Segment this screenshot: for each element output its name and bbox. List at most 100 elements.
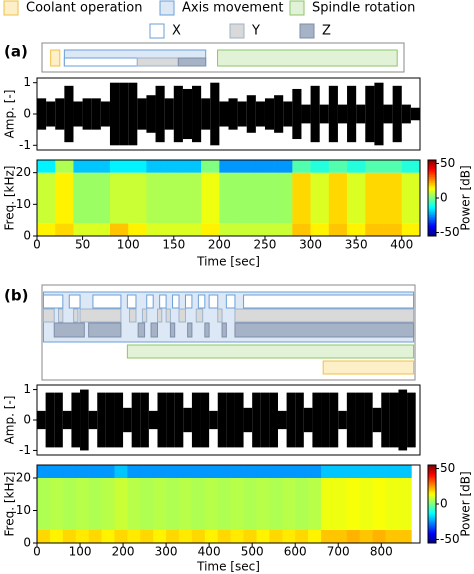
colorbar-step — [428, 234, 436, 237]
colorbar-step — [428, 486, 436, 489]
amplitude-envelope — [321, 392, 330, 448]
timeline-interval — [197, 294, 206, 309]
spectrogram-cell — [88, 530, 102, 543]
timeline-interval — [68, 294, 81, 309]
colorbar-label: Power [dB] — [459, 471, 473, 536]
x-tick-label: 100 — [69, 545, 92, 559]
amplitude-envelope — [389, 392, 399, 448]
timeline-interval — [42, 308, 55, 323]
spectrogram-cell — [365, 172, 384, 224]
colorbar-step — [428, 523, 436, 526]
spectrogram-cell — [237, 160, 257, 173]
colorbar-tick-label: 50 — [440, 156, 455, 170]
spectrogram-cell — [128, 223, 147, 236]
amplitude-envelope — [381, 392, 390, 448]
x-tick-label: 400 — [198, 545, 221, 559]
amplitude-envelope — [237, 101, 247, 127]
spectrogram-cell — [109, 172, 129, 224]
colorbar-step — [428, 205, 436, 208]
amplitude-envelope — [140, 392, 149, 448]
spectrogram-cell — [310, 172, 330, 224]
panel-label: (b) — [4, 287, 28, 305]
spectrogram-cell — [401, 223, 421, 236]
amplitude-envelope — [173, 85, 183, 143]
spectrogram-cell — [255, 172, 275, 224]
spectrogram-cell — [37, 530, 51, 543]
colorbar-step — [428, 509, 436, 513]
colorbar-tick-label: 0 — [440, 497, 448, 511]
amplitude-envelope — [131, 392, 141, 448]
spectrogram-cell — [295, 530, 309, 543]
spectrogram-cell — [255, 223, 275, 236]
spectrogram-cell — [49, 530, 64, 543]
spectrogram-cell — [75, 530, 89, 543]
amplitude-envelope — [55, 98, 65, 130]
spectrogram-cell — [243, 465, 257, 478]
legend-swatch — [159, 0, 175, 16]
timeline-interval — [63, 57, 138, 67]
timeline-interval — [141, 308, 148, 323]
spectrogram-cell — [401, 172, 421, 224]
amplitude-envelope — [54, 392, 63, 448]
spectrogram-cell — [101, 530, 115, 543]
colorbar-step — [428, 507, 436, 511]
spectrogram-cell — [201, 160, 220, 173]
timeline-interval — [178, 308, 186, 323]
spectrogram-cell — [321, 530, 335, 543]
spectrogram-cell — [401, 160, 421, 173]
spectrogram-cell — [49, 465, 64, 478]
amplitude-envelope — [347, 85, 357, 143]
spectrogram-cell — [256, 465, 270, 478]
axes-frame — [36, 464, 421, 544]
x-tick-label: 300 — [299, 238, 322, 252]
legend-label: Spindle rotation — [312, 1, 415, 16]
timeline-interval — [234, 322, 415, 338]
spectrogram-cell — [62, 478, 77, 530]
timeline-interval — [92, 294, 122, 309]
spectrogram-cell — [182, 160, 202, 173]
amplitude-envelope — [148, 410, 158, 430]
y-tick-label: 10 — [16, 503, 31, 517]
amplitude-envelope — [264, 98, 275, 130]
amplitude-envelope — [157, 392, 167, 448]
colorbar-step — [428, 179, 436, 182]
colorbar-step — [428, 525, 436, 528]
spectrogram-cell — [91, 223, 111, 236]
colorbar-step — [428, 472, 436, 476]
spectrogram-cell — [101, 465, 115, 478]
amplitude-envelope — [337, 104, 348, 124]
spectrogram-cell — [292, 160, 311, 173]
spectrogram-cell — [398, 465, 412, 478]
y-tick-label: 0 — [23, 229, 31, 243]
timeline-interval — [129, 308, 137, 323]
amplitude-envelope — [234, 392, 244, 448]
amplitude-envelope — [372, 407, 382, 433]
legend-swatch — [299, 23, 315, 39]
amplitude-envelope — [88, 410, 98, 430]
spectrogram-cell — [146, 172, 165, 224]
amplitude-envelope — [365, 85, 375, 143]
colorbar-step — [428, 230, 436, 233]
spectrogram-cell — [73, 160, 93, 173]
spectrogram-cell — [347, 172, 366, 224]
colorbar-label: Power [dB] — [459, 165, 473, 230]
spectrogram-cell — [365, 160, 384, 173]
spectrogram-cell — [219, 172, 238, 224]
colorbar-step — [428, 478, 436, 482]
amplitude-envelope — [91, 98, 101, 130]
x-axis-label: Time [sec] — [196, 255, 260, 269]
spectrogram-cell — [359, 530, 373, 543]
amplitude-envelope — [62, 410, 72, 430]
amplitude-envelope — [97, 392, 106, 448]
amplitude-envelope — [182, 88, 193, 140]
colorbar-step — [428, 184, 436, 188]
timeline-interval — [136, 57, 179, 67]
spectrogram-cell — [237, 172, 257, 224]
spectrogram-cell — [127, 478, 141, 530]
amplitude-envelope — [243, 407, 253, 433]
amplitude-envelope — [64, 85, 74, 143]
spectrogram-cell — [365, 223, 384, 236]
x-tick-label: 50 — [75, 238, 90, 252]
spectrogram-cell — [372, 530, 386, 543]
timeline-interval — [146, 294, 154, 309]
